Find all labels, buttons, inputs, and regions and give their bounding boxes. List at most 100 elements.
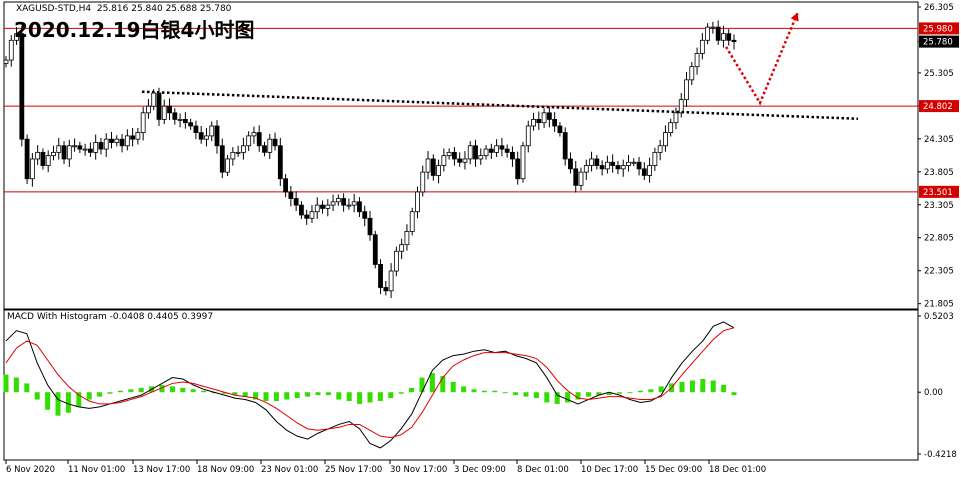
histogram-bar	[263, 392, 269, 402]
candle-body	[536, 119, 542, 124]
histogram-bar	[409, 387, 415, 393]
x-tick-label: 30 Nov 17:00	[390, 465, 447, 475]
histogram-bar	[273, 392, 279, 402]
histogram-bar	[357, 392, 363, 404]
histogram-bar	[450, 381, 456, 393]
candle-body	[240, 145, 246, 153]
time-axis: 6 Nov 2020 11 Nov 01:00 13 Nov 17:00 18 Nov…	[5, 460, 766, 475]
candle-body	[362, 211, 368, 219]
x-tick-label: 18 Dec 01:00	[709, 465, 766, 475]
level-tag-label: 25.980	[923, 24, 953, 34]
histogram-bar	[440, 376, 446, 393]
candle-body	[251, 132, 257, 137]
candle-body	[72, 145, 77, 148]
macd-panel	[3, 321, 737, 449]
forecast-arrow	[725, 12, 799, 106]
candle-body	[473, 145, 478, 160]
histogram-bar	[86, 392, 92, 400]
histogram-bar	[34, 392, 40, 400]
histogram-bar	[648, 389, 654, 393]
candle-body	[388, 270, 394, 292]
current-price-tag-bg	[919, 35, 959, 48]
candle-body	[357, 201, 362, 213]
candle-body	[462, 158, 468, 163]
forecast-arrow-path	[725, 12, 799, 106]
histogram-bar	[398, 392, 404, 394]
candle-body	[562, 132, 568, 160]
histogram-bar	[731, 392, 737, 396]
histogram-bar	[305, 392, 311, 397]
candle-body	[478, 155, 484, 160]
candle-body	[436, 165, 441, 176]
candle-body	[594, 158, 600, 166]
histogram-bar	[169, 386, 175, 393]
trendline-dotted	[141, 90, 859, 120]
candle-body	[525, 125, 531, 147]
candle-body	[731, 39, 737, 43]
histogram-bar	[367, 392, 373, 403]
histogram-bar	[689, 380, 695, 393]
candlestick-series	[3, 20, 737, 299]
candle-body	[299, 204, 304, 216]
candle-body	[140, 112, 146, 133]
candle-body	[8, 39, 14, 61]
ohlc-label: 25.816 25.840 25.688 25.780	[96, 4, 232, 14]
histogram-bar	[585, 392, 591, 397]
price-axis: 26.30525.78025.30524.80524.30523.80523.3…	[918, 3, 959, 310]
histogram-bar	[97, 392, 103, 397]
candle-body	[446, 151, 452, 157]
candle-body	[35, 151, 41, 160]
histogram-bar	[721, 384, 727, 393]
candle-body	[647, 165, 652, 176]
candle-body	[225, 158, 230, 173]
candle-body	[277, 145, 283, 180]
histogram-bar	[201, 390, 207, 393]
candle-body	[615, 165, 621, 170]
candle-body	[351, 201, 357, 206]
overlay-title: 2020.12.19白银4小时图	[14, 18, 255, 42]
histogram-bar	[232, 392, 238, 396]
candle-body	[304, 214, 310, 219]
candle-body	[430, 158, 436, 176]
candle-body	[19, 33, 25, 140]
x-tick-label: 6 Nov 2020	[6, 465, 55, 475]
signal-line	[5, 327, 735, 439]
histogram-bar	[325, 392, 331, 396]
candle-body	[167, 105, 172, 114]
histogram-bar	[346, 392, 352, 402]
chart-header: XAGUSD-STD,H4 25.816 25.840 25.688 25.78…	[16, 4, 231, 14]
candle-body	[610, 161, 616, 166]
histogram-bar	[575, 392, 581, 400]
candle-body	[399, 244, 405, 252]
macd-tick-label: 0.00	[924, 388, 943, 398]
y-tick-label: 23.805	[924, 168, 954, 178]
candle-body	[66, 145, 72, 160]
macd-tick-label: 0.5203	[924, 312, 954, 322]
histogram-bar	[627, 392, 633, 394]
histogram-bar	[492, 390, 498, 393]
candle-body	[504, 148, 510, 153]
current-price-tag-label: 25.780	[923, 38, 953, 48]
candle-body	[219, 145, 225, 173]
histogram-bar	[565, 392, 571, 403]
candle-body	[599, 165, 605, 170]
candle-body	[156, 92, 162, 120]
candle-body	[256, 132, 262, 147]
candle-body	[552, 119, 558, 127]
candle-body	[88, 148, 93, 153]
level-tag-label: 23.501	[923, 188, 953, 198]
candle-body	[293, 198, 299, 206]
x-tick-label: 13 Nov 17:00	[133, 465, 190, 475]
histogram-bar	[533, 392, 539, 399]
candle-body	[45, 155, 51, 166]
candle-body	[452, 151, 457, 160]
candle-body	[393, 250, 399, 272]
candle-body	[715, 26, 721, 41]
candle-body	[531, 119, 536, 127]
candle-body	[684, 79, 689, 101]
level-tag-bg	[919, 100, 959, 113]
candle-body	[631, 161, 637, 164]
candle-body	[404, 231, 410, 246]
histogram-bar	[429, 373, 435, 393]
